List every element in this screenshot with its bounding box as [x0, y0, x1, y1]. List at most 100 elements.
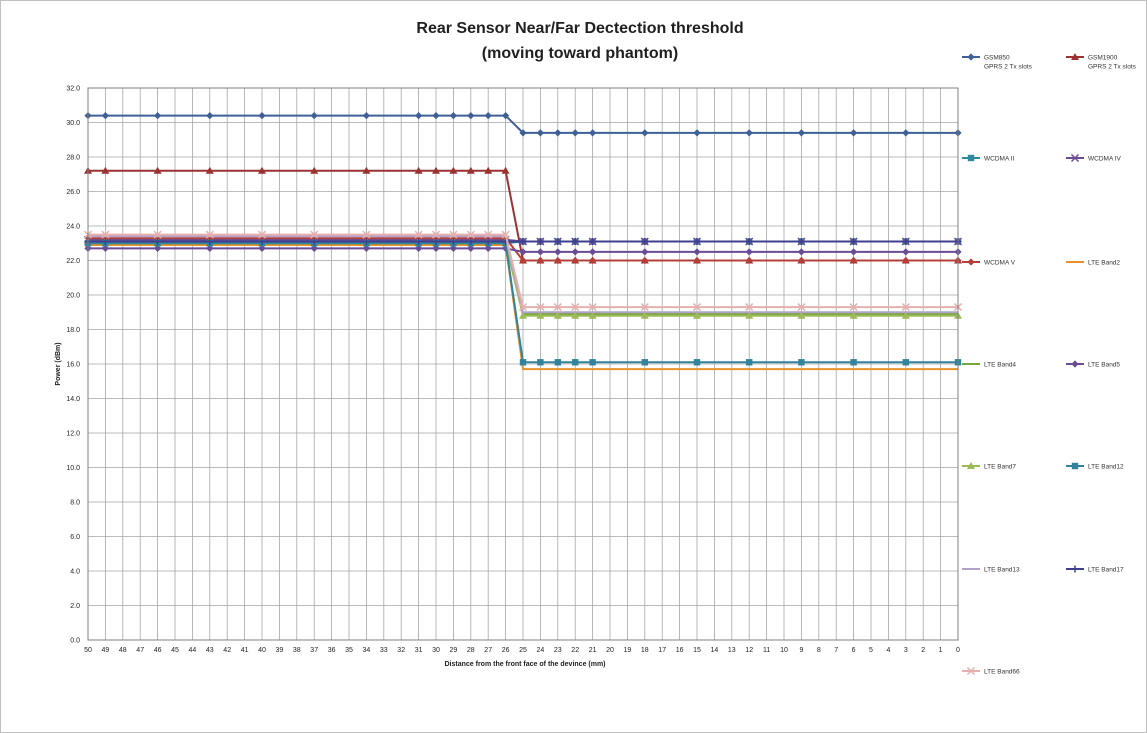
data-point: [449, 238, 457, 246]
legend-label: GSM1900: [1088, 55, 1118, 62]
legend-label: LTE Band7: [984, 464, 1016, 471]
legend-item: LTE Band17: [1066, 565, 1124, 574]
y-tick-label: 12.0: [66, 431, 80, 438]
data-point: [449, 166, 458, 174]
data-point: [258, 238, 266, 246]
x-tick-label: 24: [537, 647, 545, 654]
data-point: [536, 238, 544, 246]
legend-item: WCDMA II: [962, 154, 1015, 163]
data-point: [902, 129, 910, 137]
x-tick-label: 40: [258, 647, 266, 654]
data-point: [415, 238, 423, 246]
legend-label: LTE Band4: [984, 362, 1016, 369]
x-tick-label: 17: [658, 647, 666, 654]
data-point: [554, 129, 562, 137]
x-tick-label: 1: [939, 647, 943, 654]
data-point: [693, 256, 701, 265]
x-tick-label: 29: [450, 647, 458, 654]
x-tick-label: 19: [624, 647, 632, 654]
data-point: [101, 244, 109, 253]
data-point: [967, 258, 975, 266]
data-point: [554, 238, 562, 246]
data-point: [693, 129, 701, 137]
data-point: [641, 248, 649, 256]
data-point: [641, 359, 648, 366]
y-tick-label: 16.0: [66, 362, 80, 369]
data-point: [797, 256, 805, 265]
data-point: [153, 166, 162, 174]
x-tick-label: 34: [363, 647, 371, 654]
data-point: [554, 256, 562, 265]
data-point: [640, 303, 649, 312]
legend-label: WCDMA V: [984, 260, 1016, 267]
data-point: [641, 238, 649, 246]
data-point: [415, 244, 423, 253]
data-point: [484, 166, 493, 174]
data-point: [101, 238, 109, 246]
legend-label: LTE Band5: [1088, 362, 1120, 369]
y-tick-label: 14.0: [66, 396, 80, 403]
x-tick-label: 27: [484, 647, 492, 654]
x-tick-label: 38: [293, 647, 301, 654]
data-point: [554, 359, 561, 366]
data-point: [501, 166, 510, 174]
y-tick-label: 18.0: [66, 327, 80, 334]
data-point: [571, 248, 579, 256]
y-tick-label: 24.0: [66, 224, 80, 231]
chart-title-line1: Rear Sensor Near/Far Dectection threshol…: [416, 20, 743, 37]
legend-label: GPRS 2 Tx slots: [1088, 64, 1137, 71]
x-tick-label: 33: [380, 647, 388, 654]
data-point: [571, 238, 579, 246]
legend-item: LTE Band4: [962, 362, 1016, 369]
x-tick-label: 48: [119, 647, 127, 654]
data-point: [571, 256, 579, 265]
data-point: [519, 359, 527, 366]
x-tick-label: 20: [606, 647, 614, 654]
x-tick-label: 4: [886, 647, 890, 654]
data-point: [414, 166, 423, 174]
data-point: [1071, 53, 1079, 60]
data-point: [571, 129, 579, 137]
x-tick-label: 18: [641, 647, 649, 654]
y-ticks: 0.0 2.0 4.0 6.0 8.0 10.0 12.0 14.0 16.0 18.0 20.0 2…: [66, 86, 80, 645]
data-point: [902, 238, 910, 246]
x-tick-label: 14: [711, 647, 719, 654]
data-point: [693, 238, 701, 246]
data-point: [154, 238, 162, 246]
data-point: [101, 166, 110, 174]
data-point: [205, 230, 214, 239]
data-point: [797, 303, 806, 312]
data-point: [589, 129, 597, 137]
x-tick-label: 41: [241, 647, 249, 654]
data-point: [901, 311, 910, 319]
legend-label: LTE Band12: [1088, 464, 1124, 471]
x-tick-label: 47: [136, 647, 144, 654]
y-tick-label: 20.0: [66, 293, 80, 300]
data-point: [745, 129, 753, 137]
data-point: [902, 248, 910, 256]
x-tick-label: 28: [467, 647, 475, 654]
legend-item: WCDMA IV: [1066, 153, 1122, 163]
x-tick-label: 7: [834, 647, 838, 654]
data-point: [745, 238, 753, 246]
x-tick-label: 5: [869, 647, 873, 654]
data-point: [310, 238, 318, 246]
data-point: [432, 112, 440, 120]
data-point: [310, 112, 318, 120]
x-ticks: 50 49 48 47 46 45 44 43 42 41 40 39 38 37 36 35 34 33 32 31…: [84, 647, 960, 654]
x-tick-label: 49: [102, 647, 110, 654]
grid: [87, 87, 959, 641]
data-point: [901, 303, 910, 312]
legend-item: GSM850 GPRS 2 Tx slots: [962, 53, 1033, 71]
data-point: [554, 248, 562, 256]
y-tick-label: 30.0: [66, 120, 80, 127]
legend-item: LTE Band12: [1066, 462, 1124, 471]
x-tick-label: 46: [154, 647, 162, 654]
data-point: [571, 303, 580, 312]
x-tick-label: 22: [571, 647, 579, 654]
data-point: [1071, 462, 1079, 470]
data-point: [518, 303, 528, 312]
legend-label: WCDMA IV: [1088, 156, 1122, 163]
data-point: [467, 244, 475, 253]
